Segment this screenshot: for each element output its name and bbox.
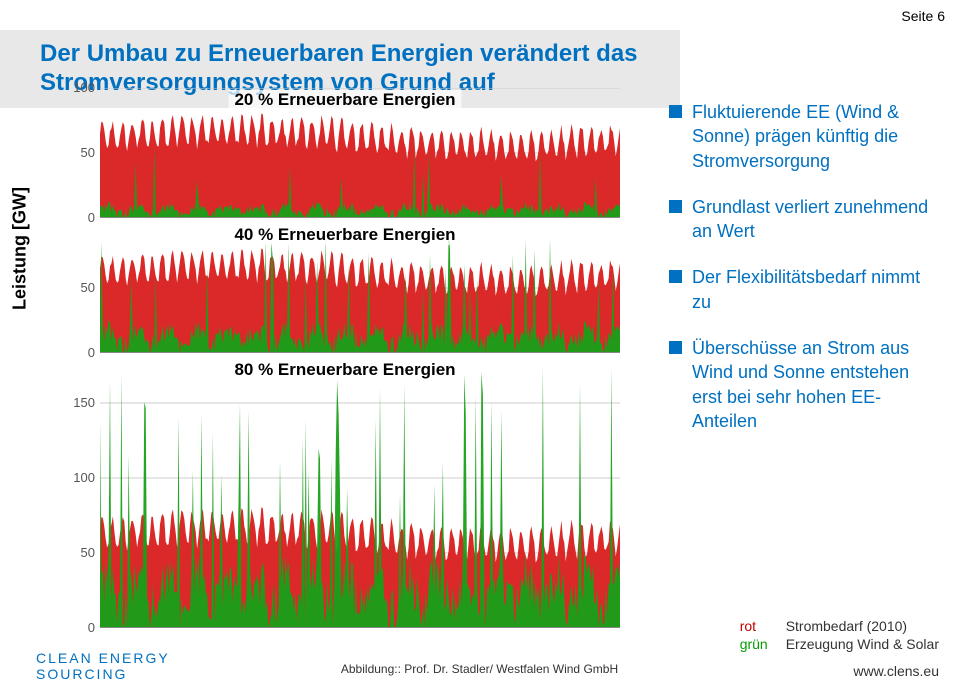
bullet-text: Überschüsse an Strom aus Wind und Sonne … — [692, 336, 939, 433]
bullet-text: Grundlast verliert zunehmend an Wert — [692, 195, 939, 244]
bullet-icon — [669, 341, 682, 354]
bullet-icon — [669, 270, 682, 283]
y-tick: 100 — [70, 470, 95, 485]
logo-line2: SOURCING — [36, 666, 170, 682]
legend-text: Strombedarf (2010) — [786, 618, 907, 634]
y-tick: 0 — [70, 620, 95, 635]
attribution: Abbildung:: Prof. Dr. Stadler/ Westfalen… — [341, 662, 618, 676]
bullet-icon — [669, 200, 682, 213]
panel-label: 80 % Erneuerbare Energien — [228, 360, 461, 380]
y-tick: 100 — [70, 80, 95, 95]
bullet-item: Fluktuierende EE (Wind & Sonne) prägen k… — [669, 100, 939, 173]
chart-container: Leistung [GW] 10050020 % Erneuerbare Ene… — [30, 88, 620, 633]
bullet-item: Der Flexibilitätsbedarf nimmt zu — [669, 265, 939, 314]
bullet-text: Fluktuierende EE (Wind & Sonne) prägen k… — [692, 100, 939, 173]
legend-color-label: grün — [740, 636, 776, 652]
bullet-icon — [669, 105, 682, 118]
logo: CLEAN ENERGY SOURCING — [36, 650, 170, 682]
y-tick: 50 — [70, 145, 95, 160]
legend-row: rot Strombedarf (2010) — [740, 618, 939, 634]
legend-color-label: rot — [740, 618, 776, 634]
y-tick: 50 — [70, 545, 95, 560]
bullet-item: Grundlast verliert zunehmend an Wert — [669, 195, 939, 244]
y-tick: 50 — [70, 280, 95, 295]
y-tick: 150 — [70, 395, 95, 410]
legend-row: grün Erzeugung Wind & Solar — [740, 636, 939, 652]
chart-panels: 10050020 % Erneuerbare Energien50040 % E… — [70, 88, 620, 633]
chart-panel: 10050020 % Erneuerbare Energien — [70, 88, 620, 218]
bullet-list: Fluktuierende EE (Wind & Sonne) prägen k… — [669, 100, 939, 455]
panel-label: 40 % Erneuerbare Energien — [228, 225, 461, 245]
bullet-item: Überschüsse an Strom aus Wind und Sonne … — [669, 336, 939, 433]
chart-panel: 15010050080 % Erneuerbare Energien — [70, 358, 620, 628]
page-number: Seite 6 — [901, 8, 945, 24]
logo-line1: CLEAN ENERGY — [36, 650, 170, 666]
y-axis-label: Leistung [GW] — [10, 187, 31, 310]
legend: rot Strombedarf (2010) grün Erzeugung Wind … — [740, 618, 939, 654]
legend-text: Erzeugung Wind & Solar — [786, 636, 939, 652]
panel-label: 20 % Erneuerbare Energien — [228, 90, 461, 110]
chart-panel: 50040 % Erneuerbare Energien — [70, 223, 620, 353]
bullet-text: Der Flexibilitätsbedarf nimmt zu — [692, 265, 939, 314]
url: www.clens.eu — [853, 663, 939, 679]
